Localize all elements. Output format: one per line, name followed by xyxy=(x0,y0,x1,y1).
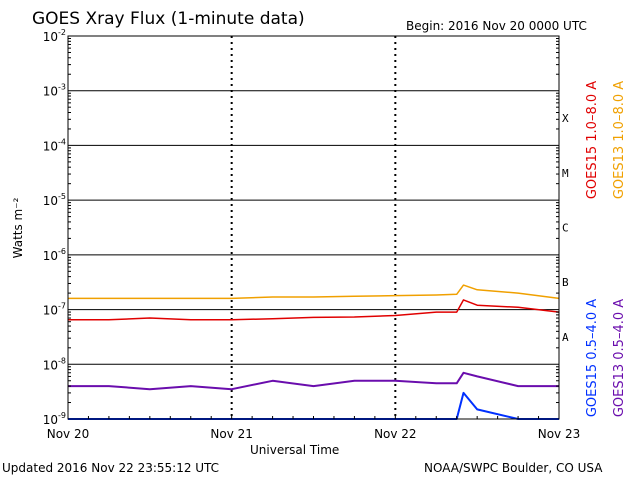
series-lines xyxy=(68,284,560,420)
y-tick-label: 10-3 xyxy=(43,83,66,99)
begin-label: Begin: 2016 Nov 20 0000 UTC xyxy=(406,19,587,33)
series-line-1 xyxy=(68,299,560,321)
flare-class-label: B xyxy=(562,276,569,289)
y-axis-label: Watts m⁻² xyxy=(11,197,25,258)
y-tick-label: 10-8 xyxy=(43,356,66,372)
series-line-4 xyxy=(68,371,559,391)
y-tick-label: 10-5 xyxy=(43,192,66,208)
x-tick-label: Nov 20 xyxy=(47,427,90,441)
updated-label: Updated 2016 Nov 22 23:55:12 UTC xyxy=(2,461,219,475)
y-tick-label: 10-9 xyxy=(43,411,66,427)
flare-class-label: C xyxy=(562,222,569,235)
grid xyxy=(68,36,559,419)
flare-class-label: A xyxy=(562,331,569,344)
y-tick-label: 10-4 xyxy=(43,137,66,153)
legend-entry-1: GOES15 1.0–8.0 A xyxy=(585,81,600,199)
chart-title: GOES Xray Flux (1-minute data) xyxy=(32,9,305,29)
x-axis-label: Universal Time xyxy=(250,443,339,457)
credit-label: NOAA/SWPC Boulder, CO USA xyxy=(424,461,603,475)
flare-class-label: M xyxy=(562,167,569,180)
legend-entry-3: GOES15 0.5–4.0 A xyxy=(585,299,600,417)
series-line-2 xyxy=(68,284,560,300)
legend-entry-2: GOES13 1.0–8.0 A xyxy=(612,81,627,199)
y-tick-label: 10-6 xyxy=(43,247,66,263)
legend: GOES15 1.0–8.0 A GOES13 1.0–8.0 A GOES15 0… xyxy=(585,81,627,417)
x-tick-label: Nov 21 xyxy=(210,427,253,441)
y-tick-label: 10-7 xyxy=(43,302,66,318)
plot-frame xyxy=(67,35,560,420)
x-tick-label: Nov 23 xyxy=(538,427,581,441)
x-tick-label: Nov 22 xyxy=(374,427,417,441)
flare-class-label: X xyxy=(562,112,569,125)
legend-entry-4: GOES13 0.5–4.0 A xyxy=(612,299,627,417)
y-tick-label: 10-2 xyxy=(43,28,66,44)
series-line-3 xyxy=(68,391,559,420)
